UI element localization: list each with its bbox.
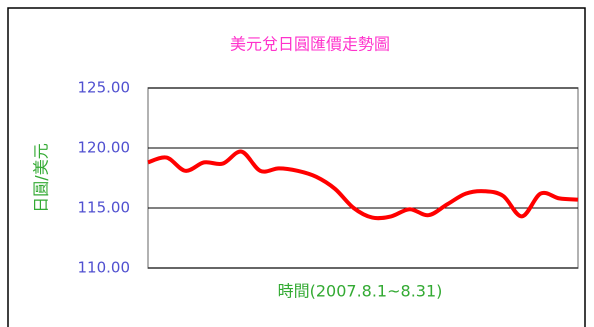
y-axis-label: 日圓/美元: [32, 143, 51, 212]
line: [147, 149, 579, 221]
x-axis-label: 時間(2007.8.1~8.31): [278, 282, 443, 301]
y-tick-label: 125.00: [78, 79, 131, 97]
plot-area: [147, 87, 579, 269]
frame: [7, 7, 586, 327]
y-tick-label: 110.00: [78, 259, 131, 277]
chart-title: 美元兌日圓匯價走勢圖: [230, 35, 390, 54]
y-tick-label: 120.00: [78, 139, 131, 157]
y-tick-label: 115.00: [78, 199, 131, 217]
